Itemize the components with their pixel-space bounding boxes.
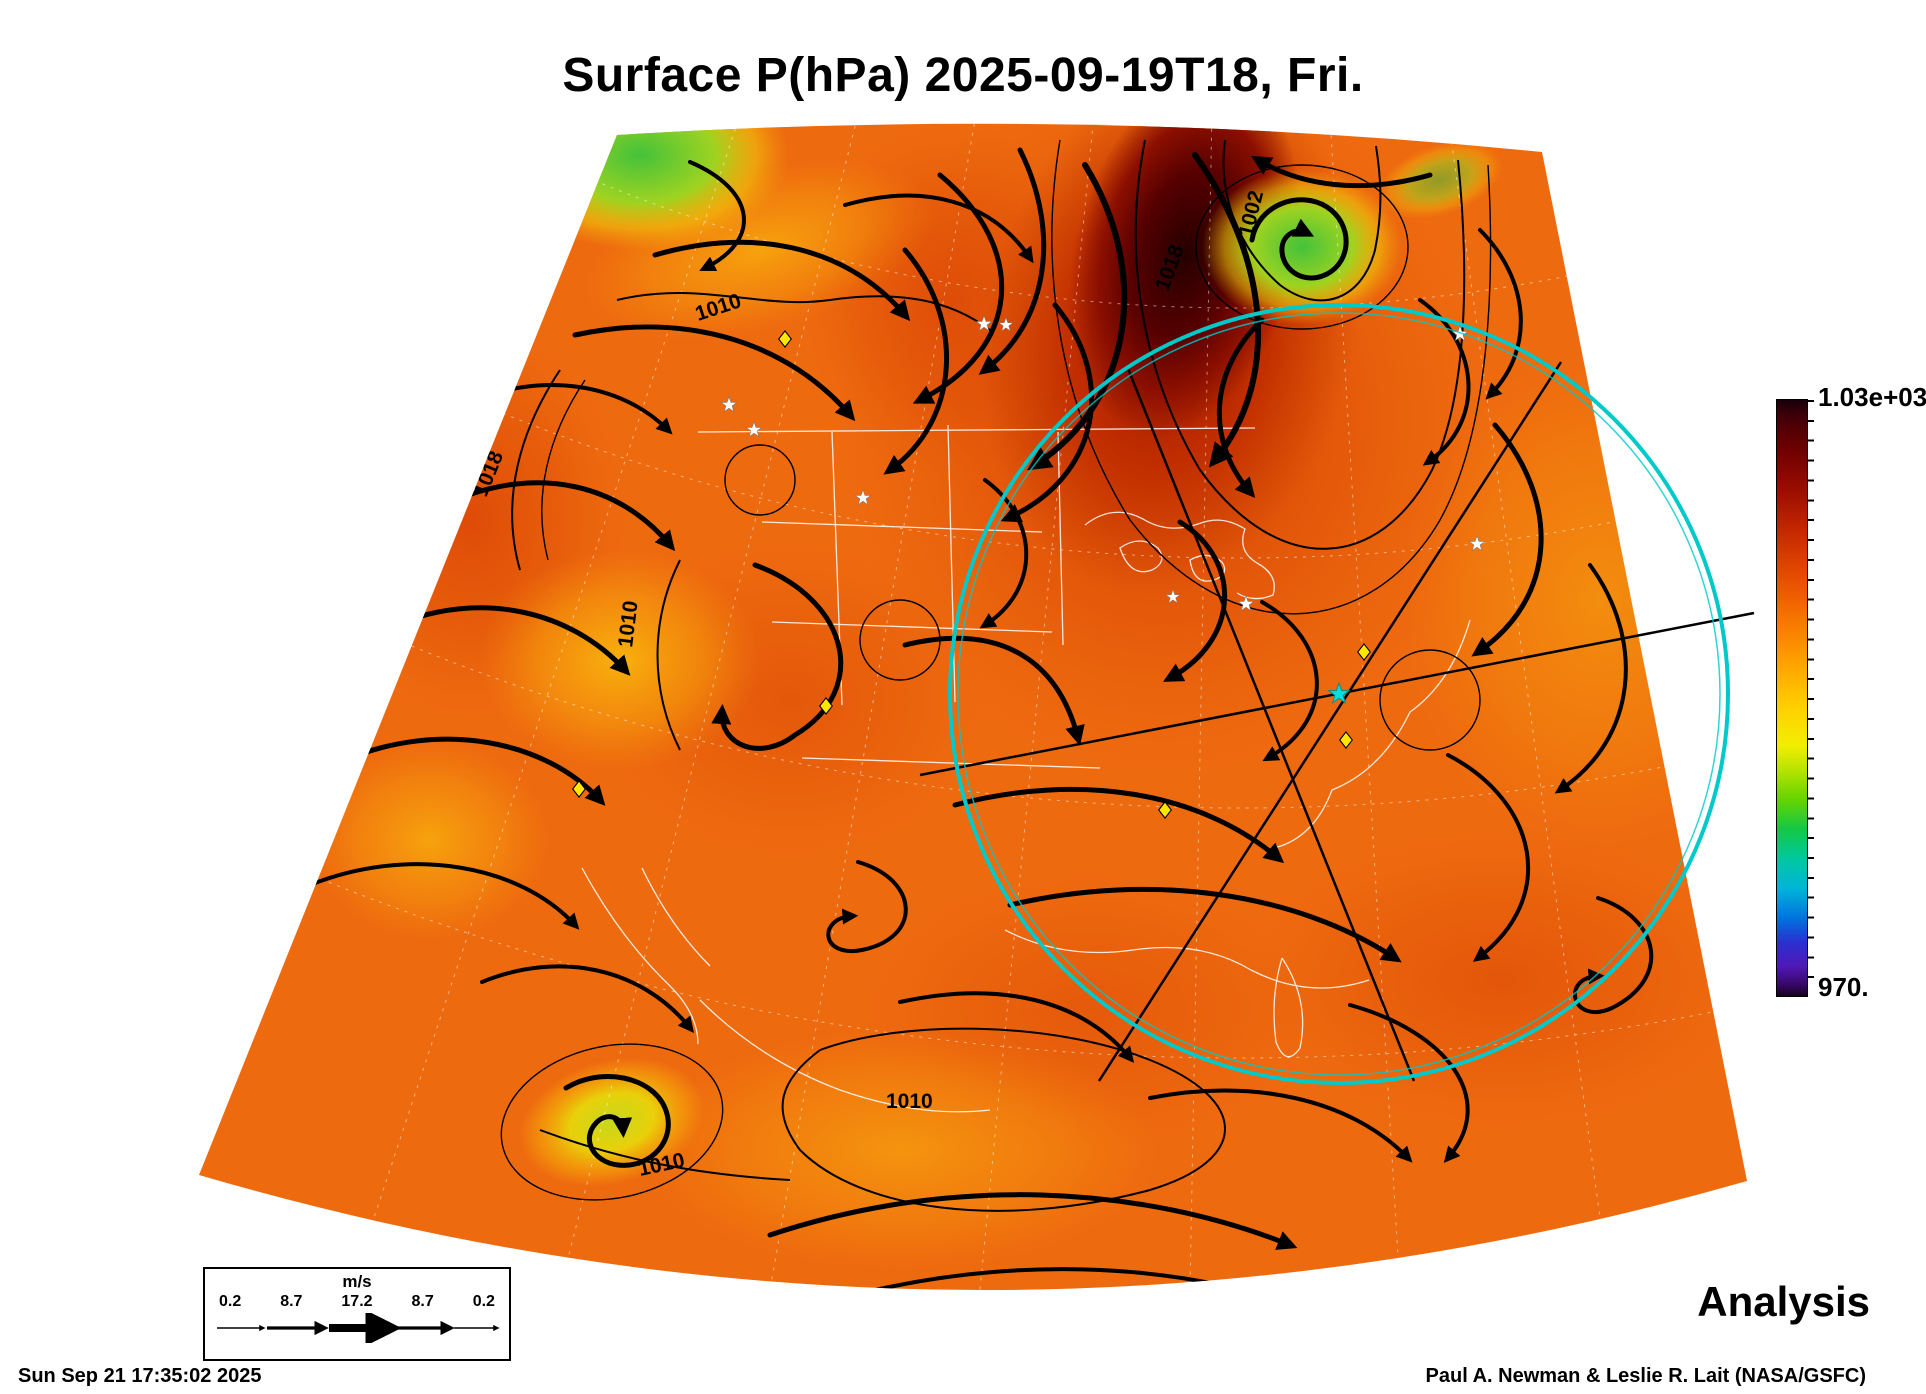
graticule	[0, 0, 1926, 1290]
timestamp: Sun Sep 21 17:35:02 2025	[18, 1365, 262, 1387]
analysis-circle	[948, 303, 1730, 1085]
wind-arrow-scale	[217, 1313, 500, 1343]
contour-label: 1010	[614, 599, 643, 648]
colorbar-min-label: 970.	[1818, 972, 1869, 1002]
wind-legend-value: 8.7	[280, 1293, 303, 1310]
wind-speed-legend: m/s 0.2 8.7 17.2 8.7 0.2	[203, 1267, 511, 1361]
geo-borders	[581, 424, 1471, 1113]
analysis-label: Analysis	[1697, 1278, 1870, 1325]
wind-legend-value: 8.7	[411, 1293, 434, 1310]
wind-legend-value: 17.2	[341, 1293, 373, 1310]
contour-label: 1010	[886, 1090, 933, 1113]
wind-legend-value: 0.2	[472, 1293, 495, 1310]
credit: Paul A. Newman & Leslie R. Lait (NASA/GS…	[1425, 1365, 1866, 1387]
colorbar-max-label: 1.03e+03	[1818, 382, 1926, 412]
wind-legend-value: 0.2	[219, 1293, 242, 1310]
wind-legend-values: 0.2 8.7 17.2 8.7 0.2	[205, 1293, 509, 1311]
colorbar	[1776, 399, 1814, 997]
streamlines-group	[308, 147, 1654, 1291]
wind-legend-unit: m/s	[342, 1272, 372, 1291]
contours-group	[500, 139, 1492, 1212]
page-title: Surface P(hPa) 2025-09-19T18, Fri.	[562, 49, 1364, 102]
pressure-field	[199, 123, 1747, 1291]
